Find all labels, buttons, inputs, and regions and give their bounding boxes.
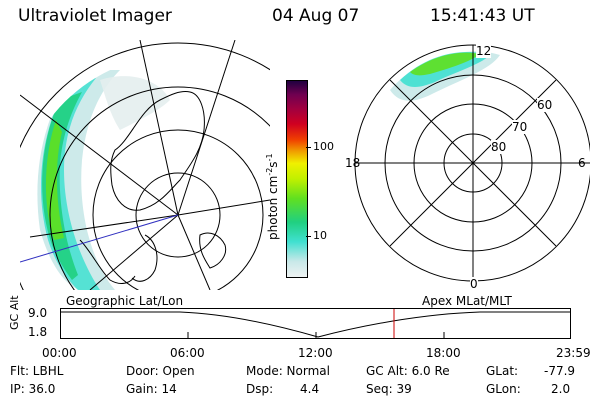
timeline-left-label: Geographic Lat/Lon xyxy=(66,294,184,308)
orbit-altitude-timeline xyxy=(60,308,571,339)
meridian xyxy=(29,214,179,238)
mlt-label-0: 0 xyxy=(470,277,478,291)
mlt-diagonal xyxy=(389,79,557,247)
colorbar xyxy=(286,80,308,278)
timeline-tick-1800: 18:00 xyxy=(426,346,461,360)
geographic-map xyxy=(20,40,270,290)
timeline-ymin-label: 1.8 xyxy=(28,325,48,339)
coastline-north-america xyxy=(79,239,136,284)
timeline-tick-2359: 23:59 xyxy=(556,346,591,360)
meridian xyxy=(177,214,211,290)
colorbar-tick-label-100: 100 xyxy=(313,140,334,153)
lat-label-60: 60 xyxy=(537,98,553,112)
latitude-circle-80 xyxy=(135,172,221,258)
meridian xyxy=(177,199,270,216)
colorbar-tick-label-10: 10 xyxy=(313,229,327,242)
status-dsp-label: Dsp: xyxy=(246,382,274,396)
reference-line xyxy=(20,214,179,263)
coastline-islands xyxy=(131,234,158,282)
mlt-label-12: 12 xyxy=(476,44,492,58)
status-ip: IP: 36.0 xyxy=(10,382,56,396)
status-dsp-value: 4.4 xyxy=(300,382,320,396)
lat-label-80: 80 xyxy=(491,140,507,154)
status-door: Door: Open xyxy=(126,364,195,378)
colorbar-unit-label: photon cm-2s-1 xyxy=(265,153,280,240)
observation-date: 04 Aug 07 xyxy=(272,6,360,26)
status-gcalt: GC Alt: 6.0 Re xyxy=(366,364,450,378)
timeline-ymax-label: 9.0 xyxy=(28,306,48,320)
timeline-tick-1200: 12:00 xyxy=(298,346,333,360)
status-filter: Flt: LBHL xyxy=(10,364,64,378)
status-glat-value: -77.9 xyxy=(544,364,576,378)
timeline-right-label: Apex MLat/MLT xyxy=(422,294,512,308)
observation-time: 15:41:43 UT xyxy=(430,6,535,26)
altitude-curve xyxy=(61,311,570,338)
status-mode: Mode: Normal xyxy=(246,364,330,378)
status-glon-label: GLon: xyxy=(486,382,521,396)
status-glon-value: 2.0 xyxy=(551,382,571,396)
polar-mlt-plot xyxy=(354,44,590,282)
latitude-circle-60 xyxy=(49,86,270,290)
meridian xyxy=(20,94,179,216)
timeline-axis-label: GC Alt xyxy=(8,295,21,330)
status-glat-label: GLat: xyxy=(486,364,519,378)
latitude-circle-50 xyxy=(20,42,270,290)
timeline-tick-0600: 06:00 xyxy=(170,346,205,360)
timeline-tick-0000: 00:00 xyxy=(42,346,77,360)
meridian xyxy=(89,214,179,290)
status-seq: Seq: 39 xyxy=(366,382,412,396)
meridian xyxy=(177,40,236,216)
mlt-label-18: 18 xyxy=(345,156,361,170)
meridian xyxy=(139,40,179,216)
latitude-circle-70 xyxy=(92,129,264,290)
coastline-svalbard xyxy=(199,232,227,269)
status-gain: Gain: 14 xyxy=(126,382,177,396)
mlt-label-6: 6 xyxy=(578,156,586,170)
instrument-title: Ultraviolet Imager xyxy=(18,6,172,26)
coastline-greenland xyxy=(110,91,205,211)
colorbar-tick xyxy=(306,147,311,148)
lat-label-70: 70 xyxy=(512,120,528,134)
colorbar-tick xyxy=(306,236,311,237)
